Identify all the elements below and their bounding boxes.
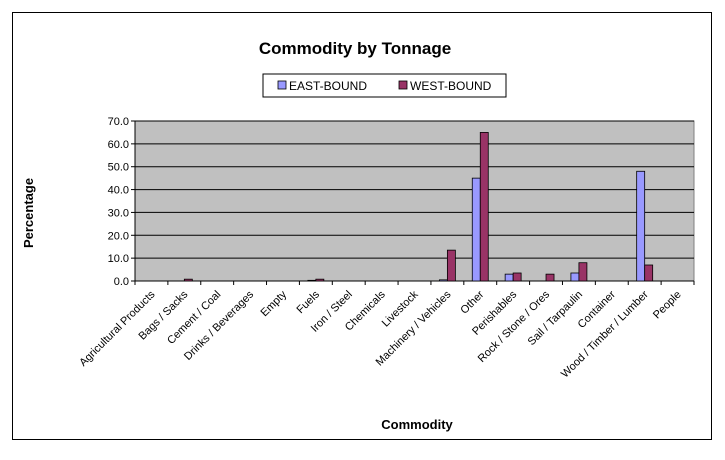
bar-east-bound — [504, 273, 514, 282]
chart-title: Commodity by Tonnage — [259, 39, 451, 58]
chart-frame: Commodity by Tonnage EAST-BOUND WEST-BOU… — [12, 12, 712, 440]
legend-swatch-west-bound — [398, 80, 408, 90]
bar-west-bound — [545, 273, 555, 282]
bar-west-bound — [315, 278, 325, 282]
bar-west-bound — [183, 278, 193, 282]
bar-west-bound — [512, 272, 522, 282]
legend-box — [262, 73, 507, 98]
plot-area: 0.010.020.030.040.050.060.070.0Agricultu… — [77, 116, 695, 380]
legend-label-west-bound: WEST-BOUND — [410, 79, 492, 93]
plot-background — [134, 120, 695, 282]
y-tick-label: 60.0 — [108, 139, 129, 151]
y-tick-label: 50.0 — [108, 162, 129, 174]
legend: EAST-BOUND WEST-BOUND — [262, 73, 507, 98]
legend-swatch-east-bound — [277, 80, 287, 90]
x-axis-title: Commodity — [381, 417, 453, 432]
bar-east-bound — [471, 177, 481, 282]
bar-east-bound — [307, 279, 317, 282]
x-tick-label: Fuels — [294, 288, 322, 316]
bar-east-bound — [636, 170, 646, 282]
bar-west-bound — [644, 264, 654, 282]
x-tick-label: People — [651, 289, 684, 322]
chart: Commodity by Tonnage EAST-BOUND WEST-BOU… — [21, 39, 695, 432]
bar-east-bound — [570, 272, 580, 282]
x-tick-label: Other — [458, 288, 486, 316]
y-tick-label: 0.0 — [114, 276, 129, 288]
y-tick-label: 20.0 — [108, 230, 129, 242]
x-tick-label: Empty — [259, 288, 290, 319]
bar-west-bound — [578, 262, 588, 282]
y-tick-label: 10.0 — [108, 253, 129, 265]
bar-east-bound — [438, 279, 448, 282]
legend-label-east-bound: EAST-BOUND — [289, 79, 367, 93]
bar-west-bound — [446, 249, 456, 282]
y-tick-label: 70.0 — [108, 116, 129, 128]
y-axis-title: Percentage — [21, 178, 36, 248]
bar-west-bound — [479, 132, 489, 282]
y-tick-label: 40.0 — [108, 185, 129, 197]
y-tick-label: 30.0 — [108, 207, 129, 219]
